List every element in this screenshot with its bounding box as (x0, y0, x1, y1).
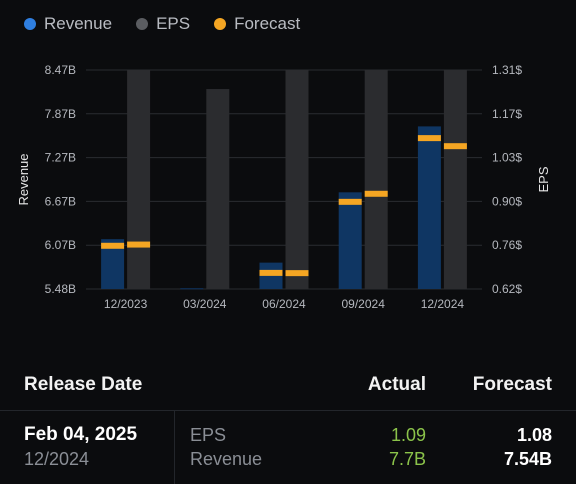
earnings-chart: 8.47B 1.31$ 7.87B 1.17$ 7.27B 1.03$ 6.67B 0.90$… (16, 63, 551, 311)
revenue-bar (417, 126, 441, 289)
y-tick-label: 7.87B (45, 107, 76, 121)
eps-bar (443, 70, 467, 289)
y-tick-label: 6.07B (45, 238, 76, 252)
legend-item-forecast[interactable]: Forecast (214, 14, 300, 34)
y2-tick-label: 0.62$ (492, 282, 522, 296)
row-actual-revenue: 7.7B (388, 449, 426, 469)
eps-bar (127, 70, 151, 289)
eps-bar (285, 70, 309, 289)
revenue-bar (180, 288, 204, 290)
revenue-bar (338, 192, 362, 289)
eps-forecast-marker (127, 241, 151, 248)
row-forecast-eps: 1.08 (516, 425, 552, 445)
revenue-forecast-marker (101, 242, 125, 249)
header-release-date: Release Date (24, 374, 143, 395)
eps-bar (364, 70, 388, 289)
legend-label-eps: EPS (156, 14, 191, 33)
row-actual-eps: 1.09 (390, 425, 426, 445)
row-forecast-revenue: 7.54B (503, 449, 552, 469)
row-label-revenue: Revenue (190, 449, 263, 469)
chart-legend: Revenue EPS Forecast (24, 14, 300, 34)
revenue-bar (101, 239, 125, 289)
y-tick-label: 6.67B (45, 194, 76, 208)
row-label-eps: EPS (190, 425, 227, 445)
y-tick-label: 5.48B (45, 282, 76, 296)
release-period: 12/2024 (24, 449, 90, 469)
revenue-dot-icon (24, 18, 36, 30)
y2-tick-label: 0.76$ (492, 238, 522, 252)
legend-label-forecast: Forecast (234, 14, 301, 33)
forecast-dot-icon (214, 18, 227, 30)
y-tick-label: 7.27B (45, 151, 76, 165)
legend-label-revenue: Revenue (44, 14, 113, 33)
eps-bar (206, 89, 230, 289)
table-header: Release Date Actual Forecast (0, 372, 576, 400)
y2-tick-label: 0.90$ (492, 194, 522, 208)
table-column-divider (174, 411, 175, 484)
x-tick-label: 12/2023 (104, 297, 148, 311)
revenue-forecast-marker (338, 198, 362, 205)
x-tick-label: 12/2024 (421, 297, 465, 311)
eps-forecast-marker (364, 190, 388, 197)
legend-item-eps[interactable]: EPS (136, 14, 190, 34)
legend-item-revenue[interactable]: Revenue (24, 14, 112, 34)
header-forecast: Forecast (472, 374, 552, 395)
y-tick-label: 8.47B (45, 63, 76, 77)
x-tick-label: 03/2024 (183, 297, 227, 311)
revenue-forecast-marker (417, 135, 441, 142)
eps-forecast-marker (443, 143, 467, 150)
revenue-forecast-marker (259, 269, 283, 276)
eps-forecast-marker (285, 270, 309, 277)
table-divider (0, 410, 576, 411)
header-actual: Actual (367, 374, 426, 395)
x-tick-label: 06/2024 (262, 297, 306, 311)
y-axis-label: Revenue (16, 153, 31, 205)
y2-tick-label: 1.17$ (492, 107, 522, 121)
eps-dot-icon (136, 18, 149, 30)
x-tick-label: 09/2024 (342, 297, 386, 311)
release-date: Feb 04, 2025 (24, 424, 138, 445)
y2-tick-label: 1.03$ (492, 151, 522, 165)
y2-axis-label: EPS (536, 166, 551, 192)
y2-tick-label: 1.31$ (492, 63, 522, 77)
